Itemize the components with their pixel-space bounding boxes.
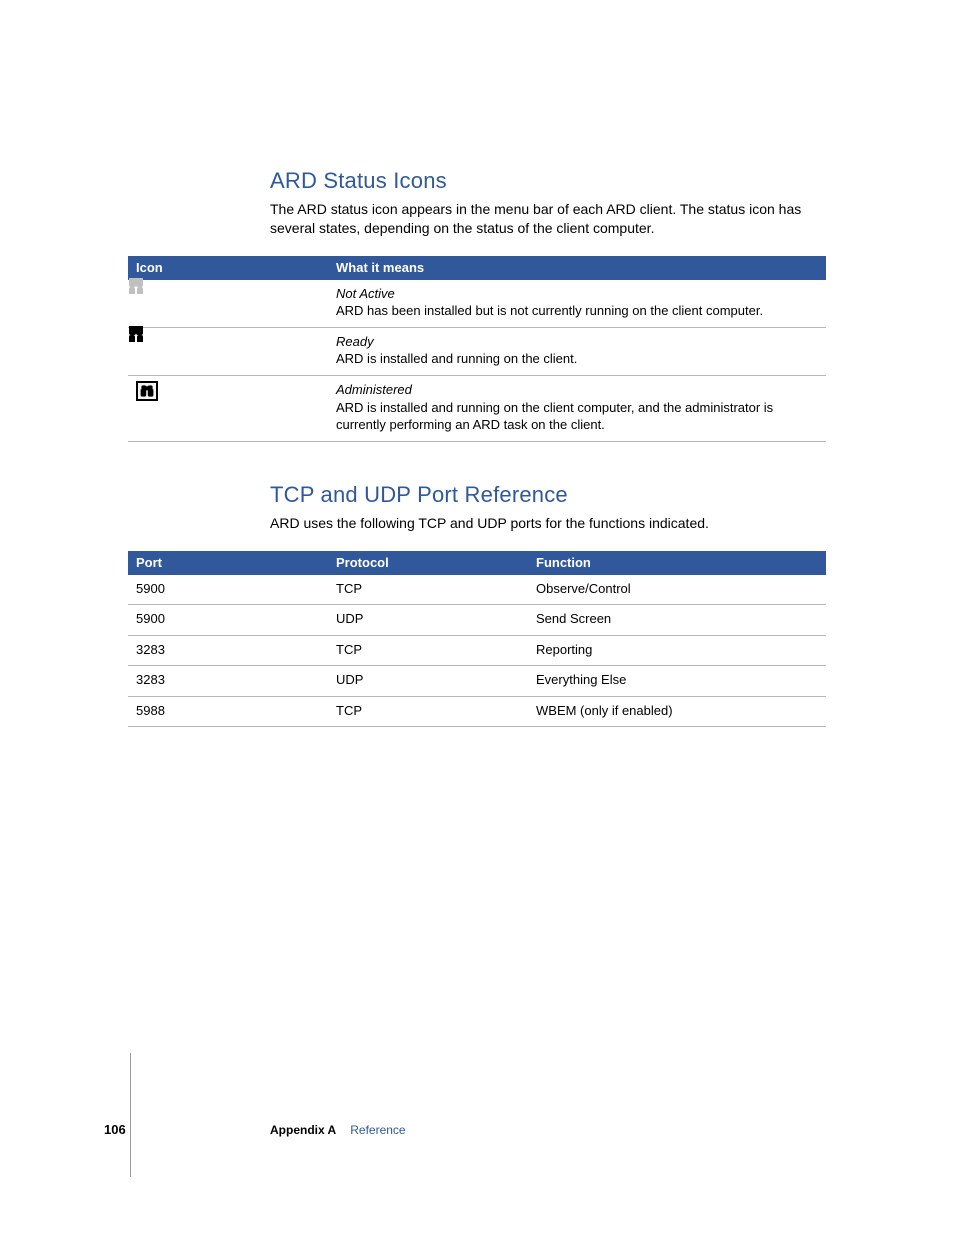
table-header-meaning: What it means <box>328 256 826 280</box>
function-cell: WBEM (only if enabled) <box>528 696 826 727</box>
status-label: Ready <box>336 333 818 351</box>
table-row: 5900UDPSend Screen <box>128 605 826 636</box>
appendix-title: Reference <box>350 1123 405 1137</box>
section-body-ports: ARD uses the following TCP and UDP ports… <box>270 514 816 533</box>
table-row: Administered ARD is installed and runnin… <box>128 375 826 441</box>
icon-cell <box>128 280 328 328</box>
section-heading-ports: TCP and UDP Port Reference <box>270 482 826 508</box>
table-row: 5900TCPObserve/Control <box>128 575 826 605</box>
protocol-cell: UDP <box>328 666 528 697</box>
section-body-ard-status: The ARD status icon appears in the menu … <box>270 200 816 238</box>
port-cell: 5900 <box>128 575 328 605</box>
protocol-cell: TCP <box>328 575 528 605</box>
binoculars-boxed-icon <box>136 381 158 401</box>
table-row: 5988TCPWBEM (only if enabled) <box>128 696 826 727</box>
function-cell: Reporting <box>528 635 826 666</box>
page-content: ARD Status Icons The ARD status icon app… <box>0 0 954 727</box>
meaning-cell: Ready ARD is installed and running on th… <box>328 327 826 375</box>
table-header-protocol: Protocol <box>328 551 528 575</box>
meaning-cell: Not Active ARD has been installed but is… <box>328 280 826 328</box>
protocol-cell: TCP <box>328 635 528 666</box>
ports-table: Port Protocol Function 5900TCPObserve/Co… <box>128 551 826 728</box>
footer-rule <box>130 1053 131 1177</box>
port-cell: 3283 <box>128 666 328 697</box>
table-row: 3283TCPReporting <box>128 635 826 666</box>
table-header-icon: Icon <box>128 256 328 280</box>
icon-cell <box>128 327 328 375</box>
table-header-function: Function <box>528 551 826 575</box>
appendix-label: Appendix A <box>270 1123 336 1137</box>
table-row: 3283UDPEverything Else <box>128 666 826 697</box>
ard-status-table: Icon What it means Not Active ARD has be… <box>128 256 826 442</box>
page-footer: 106 Appendix A Reference <box>0 1122 954 1137</box>
table-row: Ready ARD is installed and running on th… <box>128 327 826 375</box>
status-desc: ARD is installed and running on the clie… <box>336 350 818 368</box>
function-cell: Send Screen <box>528 605 826 636</box>
port-cell: 5988 <box>128 696 328 727</box>
protocol-cell: UDP <box>328 605 528 636</box>
status-desc: ARD is installed and running on the clie… <box>336 399 818 434</box>
port-cell: 5900 <box>128 605 328 636</box>
function-cell: Observe/Control <box>528 575 826 605</box>
icon-cell <box>128 375 328 441</box>
meaning-cell: Administered ARD is installed and runnin… <box>328 375 826 441</box>
function-cell: Everything Else <box>528 666 826 697</box>
section-heading-ard-status: ARD Status Icons <box>270 168 826 194</box>
port-cell: 3283 <box>128 635 328 666</box>
binoculars-grey-icon <box>136 287 154 303</box>
status-label: Not Active <box>336 285 818 303</box>
status-desc: ARD has been installed but is not curren… <box>336 302 818 320</box>
status-label: Administered <box>336 381 818 399</box>
table-header-port: Port <box>128 551 328 575</box>
binoculars-black-icon <box>136 335 154 351</box>
table-row: Not Active ARD has been installed but is… <box>128 280 826 328</box>
protocol-cell: TCP <box>328 696 528 727</box>
page-number: 106 <box>104 1122 270 1137</box>
